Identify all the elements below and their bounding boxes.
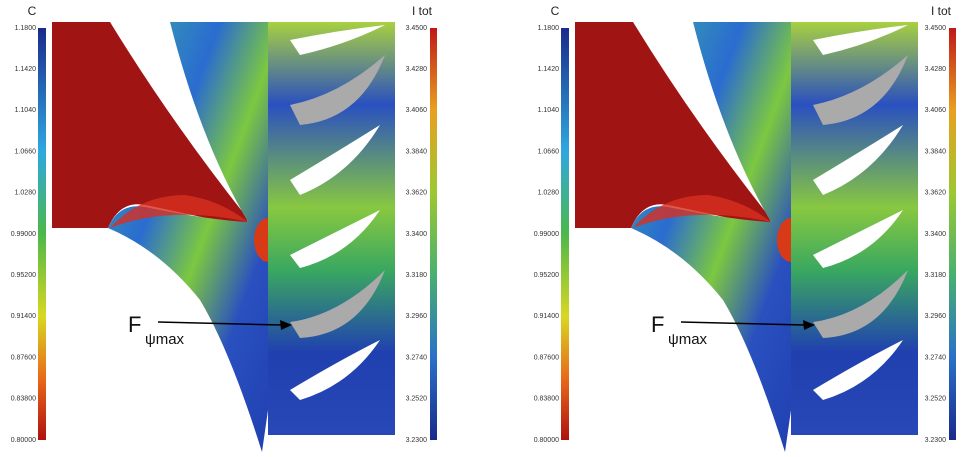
annotation-sub: ψmax (145, 331, 185, 348)
tick-label: 0.80000 (534, 437, 559, 444)
tick-label: 1.0280 (15, 190, 37, 197)
panel: C I tot 1.1800 1.1420 1.1040 1.0660 1.0280 0.99… (11, 4, 437, 452)
contour-field (52, 22, 395, 452)
annotation: F (651, 312, 664, 337)
scale-label: I tot (931, 4, 952, 18)
tick-label: 0.83800 (11, 396, 36, 403)
tick-label: 1.1040 (538, 107, 560, 114)
tick-label: 3.4280 (406, 66, 428, 73)
annotation: F (128, 312, 141, 337)
tick-label: 0.99000 (534, 231, 559, 238)
tick-label: 1.1800 (538, 25, 560, 32)
colorbar-itot (949, 28, 956, 440)
tick-label: 3.3620 (406, 190, 428, 197)
scale-label: C (551, 4, 560, 18)
colorbar-c (561, 28, 569, 440)
tick-label: 3.2300 (406, 437, 428, 444)
arrow-line (157, 321, 283, 326)
tick-label: 3.2960 (406, 313, 428, 320)
tick-label: 3.2300 (925, 437, 947, 444)
tick-label: 3.2520 (925, 396, 947, 403)
tick-label: 3.2740 (925, 354, 947, 361)
tick-label: 0.91400 (11, 313, 36, 320)
tick-label: 0.95200 (534, 272, 559, 279)
arrow-head (803, 320, 815, 330)
tick-label: 1.1420 (15, 66, 37, 73)
tick-label: 3.3400 (925, 231, 947, 238)
tick-label: 3.3840 (925, 148, 947, 155)
tick-label: 3.4280 (925, 66, 947, 73)
tick-label: 0.87600 (11, 354, 36, 361)
tick-label: 3.3180 (406, 272, 428, 279)
tick-label: 0.87600 (534, 354, 559, 361)
tick-label: 1.1420 (538, 66, 560, 73)
tick-label: 3.4500 (406, 25, 428, 32)
colorbar-itot (430, 28, 437, 440)
tick-label: 3.4500 (925, 25, 947, 32)
tick-label: 0.83800 (534, 396, 559, 403)
tick-label: 1.1800 (15, 25, 37, 32)
colorbar-c (38, 28, 46, 440)
tick-label: 0.91400 (534, 313, 559, 320)
tick-label: 3.4060 (406, 107, 428, 114)
panel: C I tot 1.1800 1.1420 1.1040 1.0660 1.0280 0.99… (534, 4, 956, 452)
tick-label: 1.1040 (15, 107, 37, 114)
tick-label: 0.95200 (11, 272, 36, 279)
tick-label: 3.3180 (925, 272, 947, 279)
tick-label: 3.4060 (925, 107, 947, 114)
tick-label: 3.3840 (406, 148, 428, 155)
tick-label: 1.0660 (538, 148, 560, 155)
scale-label: I tot (412, 4, 433, 18)
tick-label: 1.0660 (15, 148, 37, 155)
scale-label: C (28, 4, 37, 18)
tick-label: 1.0280 (538, 190, 560, 197)
tick-label: 3.3400 (406, 231, 428, 238)
tick-label: 3.2960 (925, 313, 947, 320)
tick-label: 3.3620 (925, 190, 947, 197)
tick-label: 3.2520 (406, 396, 428, 403)
arrow-line (680, 321, 806, 326)
contour-field (575, 22, 918, 452)
tick-label: 0.80000 (11, 437, 36, 444)
tick-label: 3.2740 (406, 354, 428, 361)
arrow-head (280, 320, 292, 330)
tick-label: 0.99000 (11, 231, 36, 238)
annotation-sub: ψmax (668, 331, 708, 348)
